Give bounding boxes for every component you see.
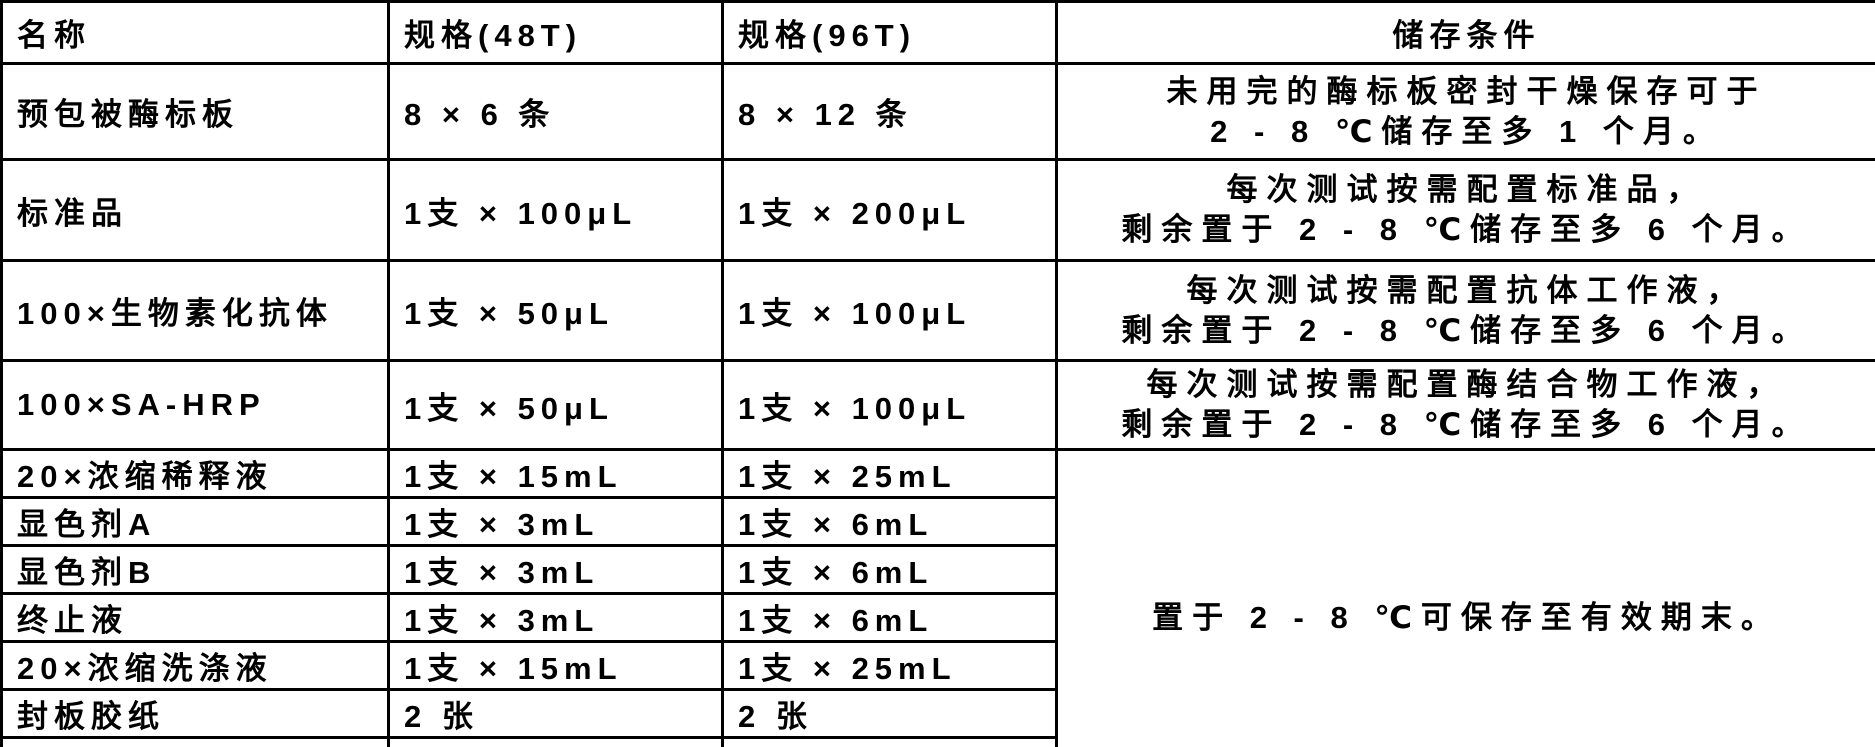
spec96-cell: 1支 × 25mL [721,448,1058,499]
spec48-cell: 1 份 [387,736,724,747]
spec96-cell: 1支 × 6mL [721,496,1058,547]
header-storage: 储存条件 [1055,0,1875,65]
table-row: 20×浓缩稀释液 1支 × 15mL 1支 × 25mL 置于 2 - 8 ℃可… [0,448,1875,747]
storage-text-line: 剩余置于 2 - 8 ℃储存至多 6 个月。 [1121,212,1812,247]
component-name-cell: 产品说明书 [0,736,390,747]
spec96-cell: 1支 × 100μL [721,359,1058,451]
merged-storage-cell: 置于 2 - 8 ℃可保存至有效期末。 [1055,448,1875,747]
spec96-cell: 1支 × 100μL [721,259,1058,362]
storage-text-line: 未用完的酶标板密封干燥保存可于 [1166,73,1767,109]
storage-text-line: 置于 2 - 8 ℃可保存至有效期末。 [1152,599,1781,635]
table-row: 100×生物素化抗体 1支 × 50μL 1支 × 100μL 每次测试按需配置… [0,259,1875,362]
spec48-cell: 1支 × 15mL [387,448,724,499]
storage-text-line: 每次测试按需配置标准品， [1226,172,1707,208]
component-name-cell: 20×浓缩洗涤液 [0,640,390,691]
spec48-cell: 1支 × 3mL [387,496,724,547]
storage-cell: 未用完的酶标板密封干燥保存可于 2 - 8 ℃储存至多 1 个月。 [1055,62,1875,161]
table-row: 终止液 1支 × 3mL 1支 × 6mL [0,592,1875,643]
table-row: 100×SA-HRP 1支 × 50μL 1支 × 100μL 每次测试按需配置… [0,359,1875,451]
spec48-cell: 1支 × 3mL [387,544,724,595]
spec96-cell: 1支 × 200μL [721,158,1058,262]
storage-text-line: 2 - 8 ℃储存至多 1 个月。 [1210,113,1723,149]
spec48-cell: 1支 × 100μL [387,158,724,262]
component-name-cell: 预包被酶标板 [0,62,390,161]
storage-text-line: 每次测试按需配置抗体工作液， [1186,272,1747,308]
component-name-cell: 封板胶纸 [0,688,390,739]
storage-cell: 每次测试按需配置酶结合物工作液， 剩余置于 2 - 8 ℃储存至多 6 个月。 [1055,359,1875,451]
table-row: 显色剂B 1支 × 3mL 1支 × 6mL [0,544,1875,595]
spec96-cell: 1支 × 25mL [721,640,1058,691]
spec48-cell: 1支 × 3mL [387,592,724,643]
component-name-cell: 100×生物素化抗体 [0,259,390,362]
table-row: 标准品 1支 × 100μL 1支 × 200μL 每次测试按需配置标准品， 剩… [0,158,1875,262]
spec96-cell: 8 × 12 条 [721,62,1058,161]
header-spec96: 规格(96T) [721,0,1058,65]
storage-cell: 每次测试按需配置标准品， 剩余置于 2 - 8 ℃储存至多 6 个月。 [1055,158,1875,262]
table-header-row: 名称 规格(48T) 规格(96T) 储存条件 [0,0,1875,65]
storage-text-line: 剩余置于 2 - 8 ℃储存至多 6 个月。 [1121,312,1812,348]
component-name-cell: 终止液 [0,592,390,643]
component-name-cell: 100×SA-HRP [0,359,390,451]
storage-text-line: 剩余置于 2 - 8 ℃储存至多 6 个月。 [1121,407,1812,442]
spec48-cell: 1支 × 15mL [387,640,724,691]
spec48-cell: 1支 × 50μL [387,359,724,451]
spec48-cell: 8 × 6 条 [387,62,724,161]
header-spec48: 规格(48T) [387,0,724,65]
spec96-cell: 1 份 [721,736,1058,747]
spec48-cell: 1支 × 50μL [387,259,724,362]
component-name-cell: 显色剂A [0,496,390,547]
storage-text-line: 每次测试按需配置酶结合物工作液， [1146,367,1787,403]
table-row: 显色剂A 1支 × 3mL 1支 × 6mL [0,496,1875,547]
spec48-cell: 2 张 [387,688,724,739]
component-name-cell: 显色剂B [0,544,390,595]
spec96-cell: 1支 × 6mL [721,592,1058,643]
table-row: 预包被酶标板 8 × 6 条 8 × 12 条 未用完的酶标板密封干燥保存可于 … [0,62,1875,161]
table-row: 封板胶纸 2 张 2 张 [0,688,1875,739]
component-name-cell: 20×浓缩稀释液 [0,448,390,499]
component-name-cell: 标准品 [0,158,390,262]
header-name: 名称 [0,0,390,65]
table-row: 20×浓缩洗涤液 1支 × 15mL 1支 × 25mL [0,640,1875,691]
storage-cell: 每次测试按需配置抗体工作液， 剩余置于 2 - 8 ℃储存至多 6 个月。 [1055,259,1875,362]
table-row: 产品说明书 1 份 1 份 [0,736,1875,747]
spec96-cell: 1支 × 6mL [721,544,1058,595]
spec96-cell: 2 张 [721,688,1058,739]
